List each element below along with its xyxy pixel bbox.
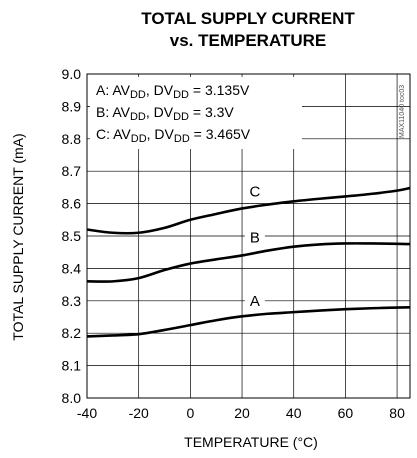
series-label-C: C xyxy=(249,184,260,201)
x-tick-label: -40 xyxy=(77,405,97,421)
y-tick-label: 8.2 xyxy=(62,325,82,341)
chart-title-line1: TOTAL SUPPLY CURRENT xyxy=(141,9,355,28)
x-tick-label: -20 xyxy=(129,405,149,421)
series-label-A: A xyxy=(250,293,260,310)
y-tick-label: 8.3 xyxy=(62,293,82,309)
plot-frame xyxy=(86,73,411,399)
x-axis-label: TEMPERATURE (°C) xyxy=(184,434,318,450)
y-tick-label: 8.4 xyxy=(62,260,82,276)
y-tick-label: 8.7 xyxy=(62,163,82,179)
series-label-bg xyxy=(244,184,265,199)
chart-title-line2: vs. TEMPERATURE xyxy=(170,31,327,50)
x-tick-label: 0 xyxy=(186,405,194,421)
tick-labels: -40 -20 0 20 40 60 80 8.0 8.1 8.2 8.3 8.4 8.5 8.6 8.7 8… xyxy=(62,66,406,421)
legend-entry: A: AVDD, DVDD = 3.135V xyxy=(96,82,250,101)
series-label-bg xyxy=(244,293,265,308)
x-tick-label: 80 xyxy=(389,405,405,421)
y-axis-label: TOTAL SUPPLY CURRENT (mA) xyxy=(10,133,26,340)
y-tick-label: 8.6 xyxy=(62,196,82,212)
y-tick-label: 8.9 xyxy=(62,98,82,114)
series-line-B xyxy=(86,242,411,283)
y-tick-label: 8.0 xyxy=(62,390,82,406)
y-tick-label: 8.5 xyxy=(62,228,82,244)
series-line-A xyxy=(86,305,411,338)
watermark-code: MAX11040 toc03 xyxy=(399,85,406,138)
x-tick-label: 60 xyxy=(338,405,354,421)
series-label-bg xyxy=(244,230,265,245)
y-tick-label: 8.8 xyxy=(62,131,82,147)
y-tick-label: 9.0 xyxy=(62,66,82,82)
legend: A: AVDD, DVDD = 3.135V B: AVDD, DVDD = 3.… xyxy=(90,77,302,149)
series-line-C xyxy=(86,186,411,235)
y-tick-label: 8.1 xyxy=(62,358,82,374)
legend-background xyxy=(90,77,302,149)
series-label-B: B xyxy=(250,230,260,247)
legend-entry: C: AVDD, DVDD = 3.465V xyxy=(96,126,251,145)
x-tick-label: 20 xyxy=(234,405,250,421)
legend-entry: B: AVDD, DVDD = 3.3V xyxy=(96,104,234,123)
x-tick-label: 40 xyxy=(286,405,302,421)
series-lines: A B C xyxy=(86,184,411,338)
